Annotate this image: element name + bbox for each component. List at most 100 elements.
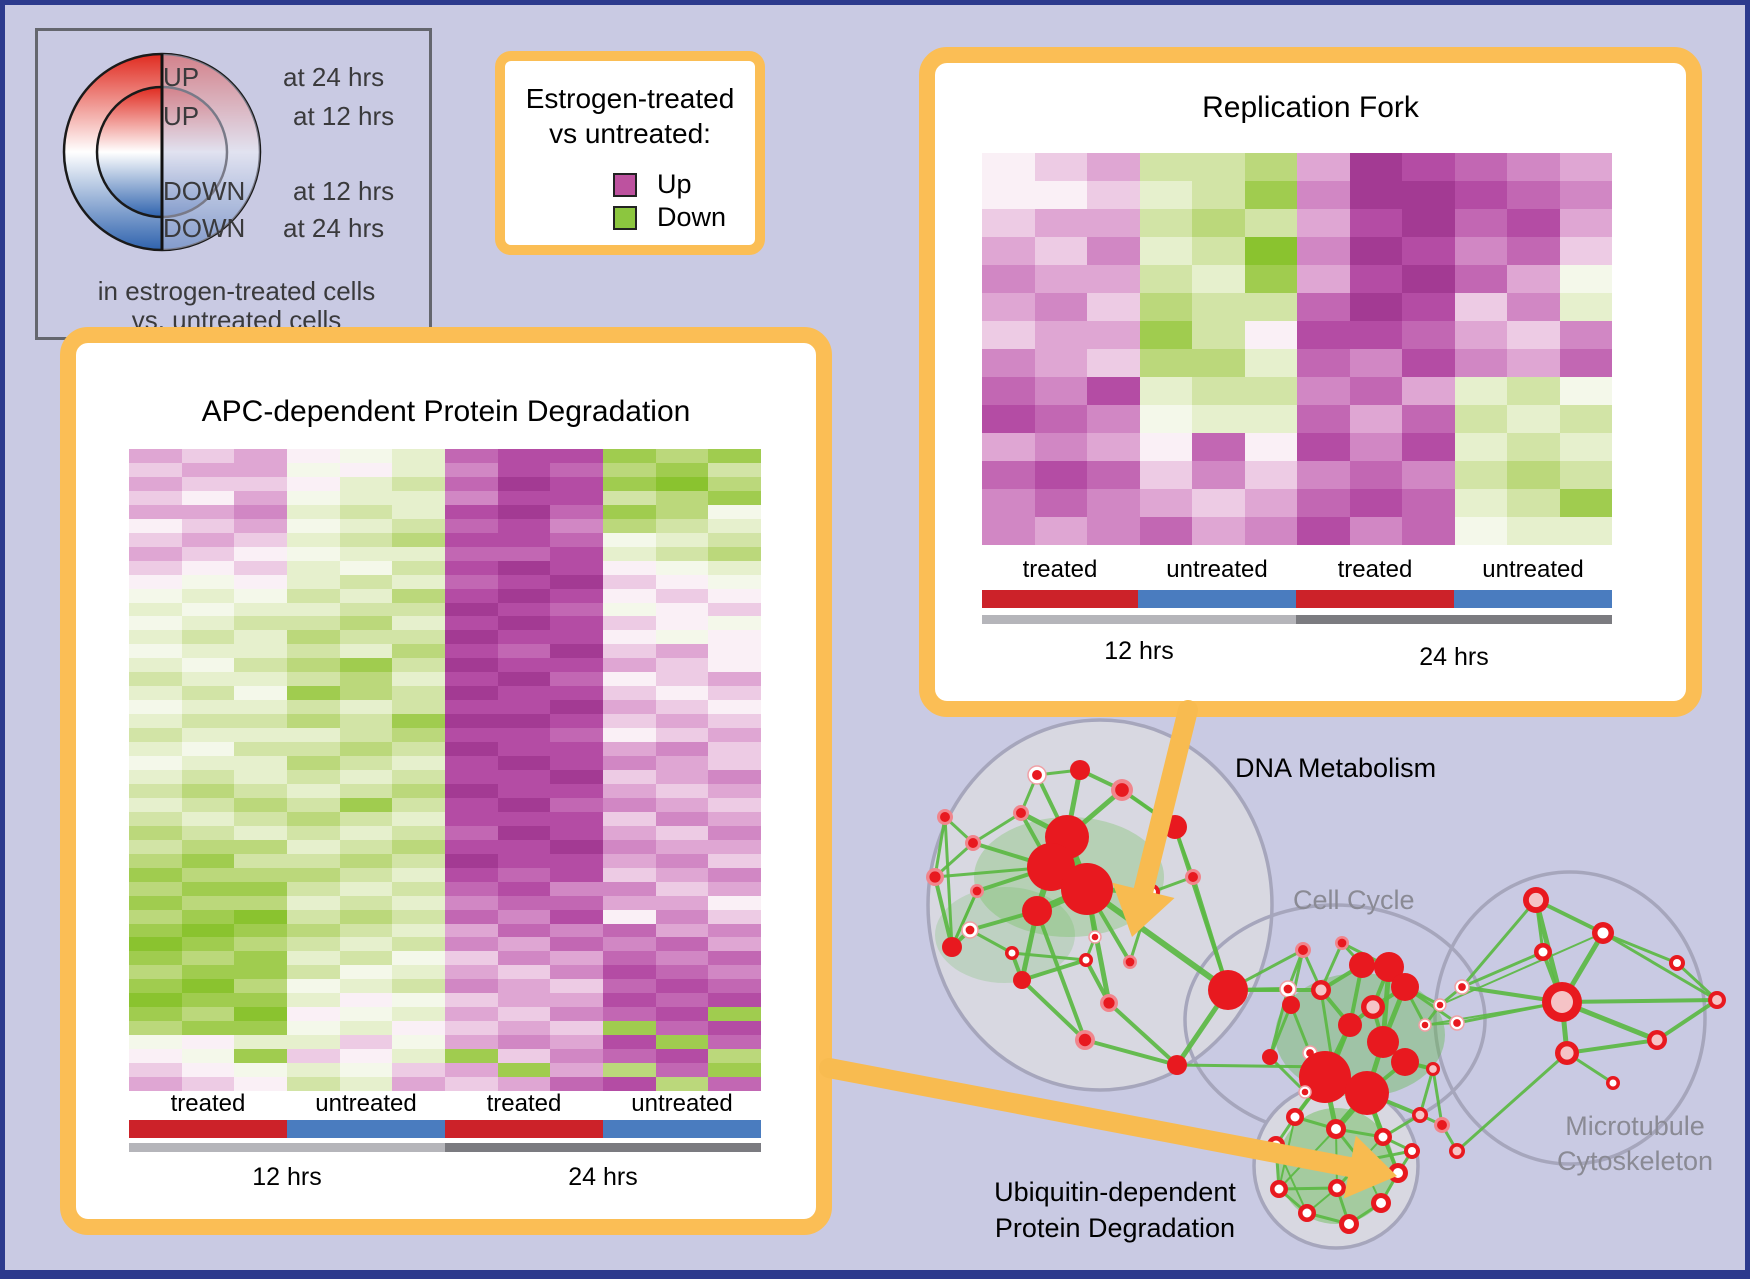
heatmap-cell (603, 602, 656, 617)
heatmap-cell (655, 476, 709, 491)
network-edge (1439, 932, 1604, 1006)
network-node (1345, 1071, 1389, 1115)
heatmap-cell (1559, 489, 1612, 517)
heatmap-cell (181, 728, 235, 743)
heatmap-cell (497, 728, 551, 743)
heatmap-cell (129, 560, 182, 575)
heatmap-cell (1349, 349, 1402, 377)
network-node (1270, 1180, 1288, 1198)
heatmap-cell (1244, 461, 1297, 489)
connector-arrow-head (1112, 882, 1175, 937)
heatmap-cell (1507, 405, 1560, 433)
heatmap-cell (655, 881, 709, 896)
heatmap-cell (1244, 321, 1297, 349)
heatmap-cell (1402, 265, 1455, 293)
heatmap-cell (1507, 181, 1560, 209)
heatmap-cell (603, 476, 656, 491)
heatmap-cell (1192, 293, 1245, 321)
heatmap-cell (550, 867, 603, 882)
network-node (1282, 996, 1300, 1014)
heatmap-cell (497, 714, 551, 729)
heatmap-cell (603, 742, 656, 757)
heatmap-cell (234, 504, 287, 519)
heatmap-cell (550, 770, 603, 784)
heatmap-cell (1507, 321, 1560, 349)
heatmap-cell (287, 658, 340, 673)
heatmap-cell (497, 1049, 551, 1064)
network-edge (1268, 1003, 1293, 1059)
heatmap-cell (497, 825, 551, 840)
network-node (1022, 896, 1052, 926)
heatmap-cell (181, 532, 235, 547)
heatmap-cell (287, 770, 340, 784)
heatmap-cell (181, 630, 235, 645)
network-node (1647, 1030, 1667, 1050)
network-node (1449, 1015, 1465, 1031)
heatmap-cell (497, 686, 551, 701)
replication-fork-heatmap (982, 153, 1612, 545)
heatmap-cell (603, 700, 656, 715)
heatmap-cell (603, 588, 656, 603)
heatmap-cell (497, 993, 551, 1008)
heatmap-cell (339, 881, 393, 896)
heatmap-cell (982, 489, 1035, 517)
heatmap-cell (708, 1077, 761, 1091)
heatmap-cell (445, 518, 498, 533)
heatmap-cell (234, 937, 287, 952)
color-legend-title-line2: vs untreated: (549, 118, 711, 149)
heatmap-cell (339, 560, 393, 575)
network-edge (1601, 931, 1679, 965)
heatmap-cell (1087, 349, 1140, 377)
heatmap-cell (497, 1063, 551, 1078)
heatmap-cell (497, 616, 551, 631)
ring-at12b-label: at 12 hrs (293, 176, 395, 206)
heatmap-cell (708, 462, 761, 477)
heatmap-cell (1034, 237, 1087, 265)
heatmap-cell (1034, 265, 1087, 293)
heatmap-cell (1192, 405, 1245, 433)
heatmap-cell (708, 1049, 761, 1064)
heatmap-cell (234, 728, 287, 743)
heatmap-cell (708, 979, 761, 994)
heatmap-cell (497, 672, 551, 687)
heatmap-cell (497, 881, 551, 896)
rf-24hrs-label: 24 hrs (1419, 643, 1489, 671)
heatmap-cell (655, 923, 709, 938)
heatmap-cell (181, 686, 235, 701)
heatmap-cell (392, 532, 445, 547)
heatmap-cell (1349, 237, 1402, 265)
network-node (937, 809, 953, 825)
connector-arrow-head (1343, 1135, 1397, 1199)
rf-untreated12-label: untreated (1166, 556, 1268, 583)
heatmap-cell (287, 756, 340, 770)
heatmap-cell (1139, 461, 1192, 489)
heatmap-cell (982, 237, 1035, 265)
heatmap-cell (1349, 321, 1402, 349)
heatmap-cell (1139, 237, 1192, 265)
heatmap-cell (982, 265, 1035, 293)
heatmap-cell (603, 1049, 656, 1064)
heatmap-cell (234, 714, 287, 729)
heatmap-cell (181, 644, 235, 659)
heatmap-cell (181, 783, 235, 798)
heatmap-cell (655, 783, 709, 798)
heatmap-cell (129, 825, 182, 840)
heatmap-cell (708, 449, 761, 463)
heatmap-cell (708, 1021, 761, 1036)
network-node (1391, 973, 1419, 1001)
heatmap-cell (708, 867, 761, 882)
microtubule-label-line1: Microtubule (1565, 1111, 1705, 1141)
color-legend-title-line1: Estrogen-treated (525, 83, 735, 114)
heatmap-cell (1087, 293, 1140, 321)
heatmap-cell (1297, 489, 1350, 517)
heatmap-cell (655, 770, 709, 784)
heatmap-cell (129, 672, 182, 687)
ring-at24-label: at 24 hrs (283, 62, 385, 92)
heatmap-cell (603, 770, 656, 784)
network-edge (1020, 958, 1088, 982)
heatmap-cell (655, 993, 709, 1008)
heatmap-cell (1559, 433, 1612, 461)
heatmap-cell (1349, 461, 1402, 489)
heatmap-cell (497, 909, 551, 924)
heatmap-cell (287, 979, 340, 994)
